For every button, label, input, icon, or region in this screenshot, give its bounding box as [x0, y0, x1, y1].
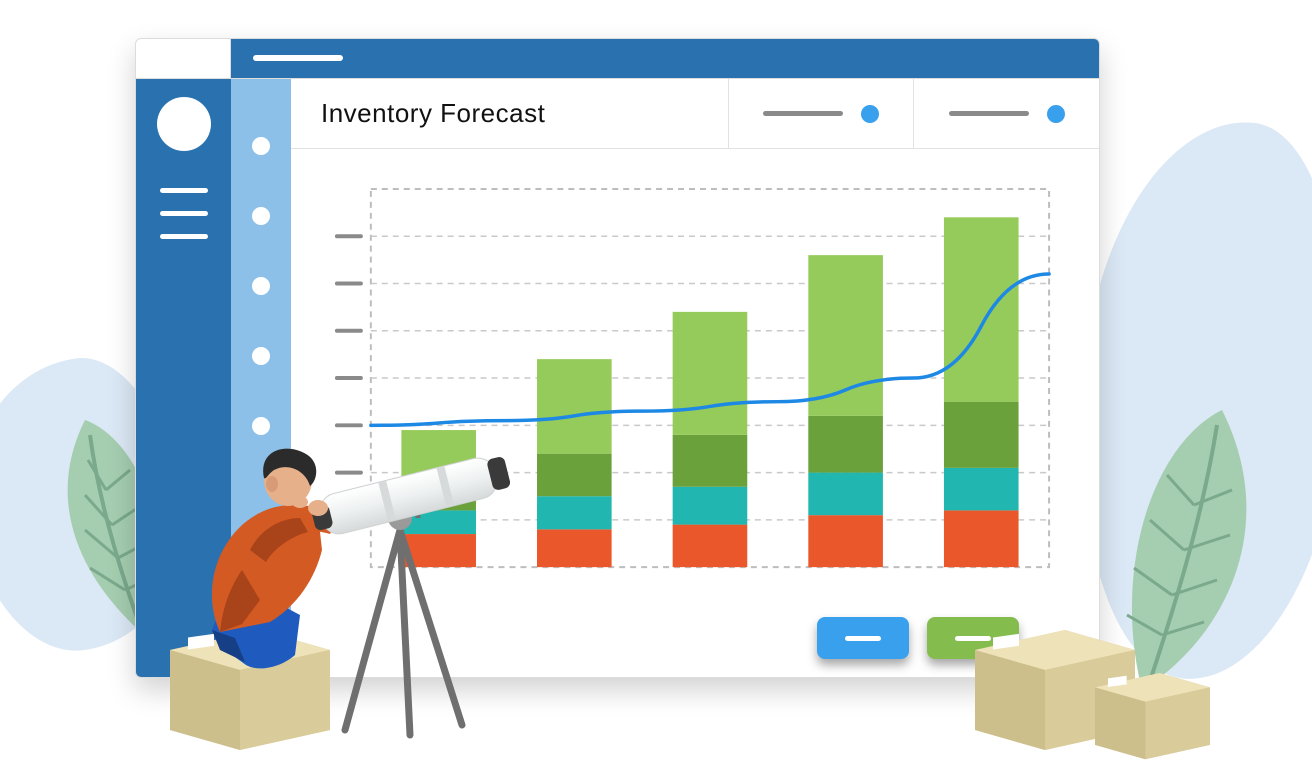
- filter-control-2[interactable]: [914, 79, 1099, 148]
- page-title: Inventory Forecast: [291, 79, 729, 148]
- window-titlebar: [136, 39, 1099, 79]
- nav-item-2[interactable]: [160, 211, 208, 216]
- titlebar-corner: [136, 39, 231, 78]
- filter-control-1[interactable]: [729, 79, 914, 148]
- subnav-dot-2[interactable]: [252, 207, 270, 225]
- person-with-telescope-illustration: [150, 400, 510, 760]
- filter-2-dot-icon: [1047, 105, 1065, 123]
- nav-item-1[interactable]: [160, 188, 208, 193]
- primary-button-label-placeholder: [845, 636, 881, 641]
- subnav-dot-3[interactable]: [252, 277, 270, 295]
- filter-1-line: [763, 111, 843, 116]
- nav-item-3[interactable]: [160, 234, 208, 239]
- subnav-dot-1[interactable]: [252, 137, 270, 155]
- box-right-small: [1095, 665, 1210, 760]
- filter-1-dot-icon: [861, 105, 879, 123]
- subnav-dot-4[interactable]: [252, 347, 270, 365]
- avatar[interactable]: [157, 97, 211, 151]
- titlebar-main: [231, 39, 1099, 78]
- titlebar-placeholder-line: [253, 55, 343, 61]
- filter-2-line: [949, 111, 1029, 116]
- header-row: Inventory Forecast: [291, 79, 1099, 149]
- primary-action-button[interactable]: [817, 617, 909, 659]
